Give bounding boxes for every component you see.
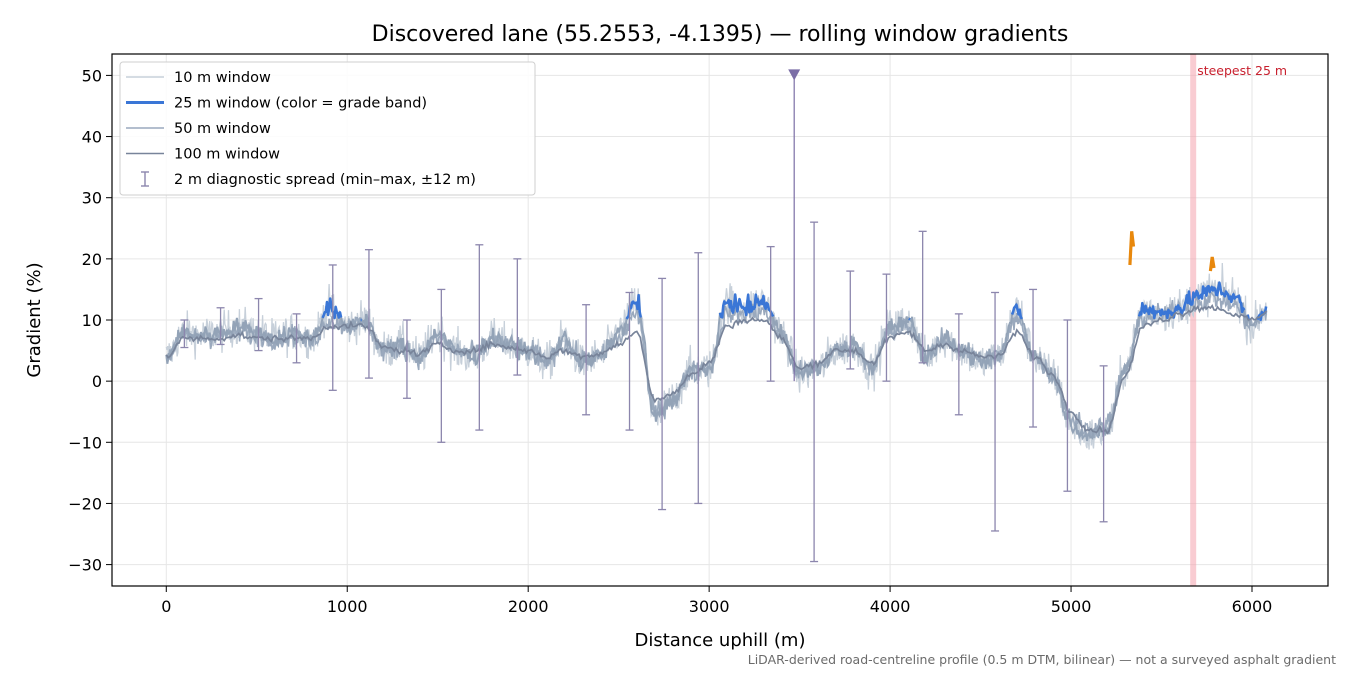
spread-errorbar (475, 244, 484, 431)
spread-errorbar (625, 291, 634, 431)
y-tick-label: 0 (92, 372, 102, 391)
chart-title: Discovered lane (55.2553, -4.1395) — rol… (372, 22, 1069, 47)
y-tick-label: 20 (82, 250, 102, 269)
spread-errorbar (180, 319, 189, 349)
spread-errorbar (810, 221, 819, 563)
legend-entry: 50 m window (126, 121, 271, 137)
y-tick-label: −30 (68, 556, 102, 575)
spread-errorbar (882, 273, 891, 382)
spread-errorbar (254, 297, 263, 352)
legend-entry: 2 m diagnostic spread (min–max, ±12 m) (141, 171, 476, 188)
spread-errorbar (292, 313, 301, 364)
spread-errorbar (694, 252, 703, 505)
steepest-band: steepest 25 m (1190, 54, 1287, 586)
marker-layer (788, 69, 801, 382)
legend-label: 100 m window (174, 147, 280, 163)
y-tick-label: 40 (82, 128, 102, 147)
legend-label: 50 m window (174, 121, 271, 137)
series-10m-window (165, 262, 1268, 450)
spread-errorbar (328, 264, 337, 391)
spread-layer (180, 221, 1108, 563)
series-25m-grade-band (321, 281, 1268, 322)
spread-errorbar (846, 270, 855, 370)
x-axis: 0 1000 2000 3000 4000 5000 6000 (161, 586, 1272, 616)
spread-errorbar (513, 258, 522, 376)
footnote: LiDAR-derived road-centreline profile (0… (748, 652, 1336, 667)
spread-errorbar (1029, 288, 1038, 428)
legend: 10 m window 25 m window (color = grade ba… (119, 61, 536, 196)
y-tick-label: −10 (68, 433, 102, 452)
grade-band-highlight (1128, 231, 1136, 266)
x-axis-label: Distance uphill (m) (635, 630, 806, 651)
y-axis-label: Gradient (%) (24, 262, 45, 377)
series-layer (165, 231, 1268, 450)
off-scale-triangle-icon (788, 69, 801, 81)
y-tick-label: 10 (82, 311, 102, 330)
x-tick-label: 6000 (1232, 597, 1273, 616)
legend-entry: 10 m window (126, 70, 271, 86)
x-tick-label: 5000 (1051, 597, 1092, 616)
spread-errorbar (216, 307, 225, 346)
legend-label: 10 m window (174, 70, 271, 86)
y-tick-label: 50 (82, 66, 102, 85)
spread-errorbar (1063, 319, 1072, 492)
steepest-label: steepest 25 m (1197, 63, 1287, 78)
spread-errorbar (582, 304, 591, 416)
spread-errorbar (766, 245, 775, 382)
spread-errorbar (402, 319, 411, 399)
grade-band-highlight (1208, 256, 1216, 272)
x-tick-label: 1000 (327, 597, 368, 616)
x-tick-label: 3000 (689, 597, 730, 616)
legend-box (119, 61, 536, 196)
legend-entry: 25 m window (color = grade band) (126, 96, 427, 112)
spread-errorbar (991, 291, 1000, 532)
x-tick-label: 2000 (508, 597, 549, 616)
y-tick-label: −20 (68, 494, 102, 513)
spread-errorbar (1099, 365, 1108, 523)
spread-errorbar (658, 277, 667, 511)
spread-errorbar (364, 249, 373, 379)
spread-errorbar (954, 313, 963, 416)
legend-label: 25 m window (color = grade band) (174, 96, 427, 112)
legend-label: 2 m diagnostic spread (min–max, ±12 m) (174, 172, 476, 188)
y-axis: −30 −20 −10 0 10 20 30 40 50 (68, 66, 112, 575)
y-tick-label: 30 (82, 189, 102, 208)
grid (112, 54, 1328, 586)
steepest-band-rect (1190, 54, 1197, 586)
x-tick-label: 4000 (870, 597, 911, 616)
legend-entry: 100 m window (126, 147, 280, 163)
spread-errorbar (918, 230, 927, 364)
x-tick-label: 0 (161, 597, 171, 616)
spread-errorbar (437, 288, 446, 443)
series-100m-window (165, 304, 1268, 435)
